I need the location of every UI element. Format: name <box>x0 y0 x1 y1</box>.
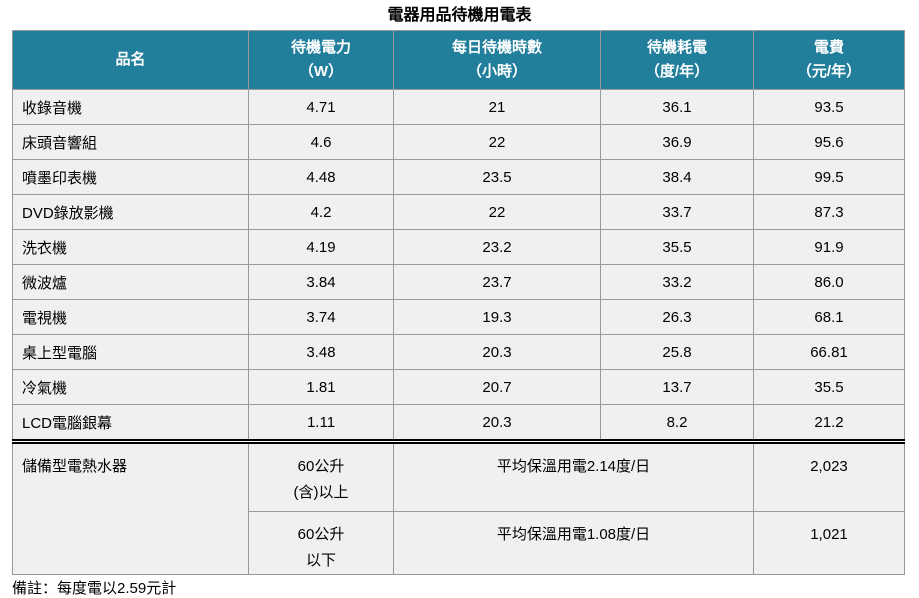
header-title: 每日待機時數 <box>451 39 542 56</box>
page-title: 電器用品待機用電表 <box>387 7 532 24</box>
header-unit: （度/年） <box>644 63 710 80</box>
product-name-cell: 洗衣機 <box>12 229 249 265</box>
daily-hours-cell: 23.2 <box>393 229 601 265</box>
header-row: 品名 待機電力 （W） 每日待機時數 （小時） 待機耗電 （度/年） 電費 （元… <box>12 30 905 90</box>
daily-hours-cell: 23.5 <box>393 159 601 195</box>
product-name-cell: DVD錄放影機 <box>12 194 249 230</box>
standby-power-table: 品名 待機電力 （W） 每日待機時數 （小時） 待機耗電 （度/年） 電費 （元… <box>12 30 905 575</box>
table-row: 電視機 3.74 19.3 26.3 68.1 <box>12 299 905 335</box>
cost-cell: 99.5 <box>753 159 905 195</box>
cost-cell: 21.2 <box>753 404 905 442</box>
cost-cell: 35.5 <box>753 369 905 405</box>
standby-power-cell: 1.11 <box>248 404 394 442</box>
average-usage-cell: 平均保溫用電2.14度/日 <box>393 439 754 512</box>
consumption-cell: 26.3 <box>600 299 754 335</box>
capacity-line: 60公升 <box>297 526 345 543</box>
cost-cell: 86.0 <box>753 264 905 300</box>
capacity-line: 以下 <box>305 552 336 569</box>
product-name-cell: 冷氣機 <box>12 369 249 405</box>
consumption-cell: 25.8 <box>600 334 754 370</box>
standby-power-cell: 4.71 <box>248 89 394 125</box>
cost-cell: 87.3 <box>753 194 905 230</box>
table-header: 品名 待機電力 （W） 每日待機時數 （小時） 待機耗電 （度/年） 電費 （元… <box>12 30 905 90</box>
daily-hours-cell: 20.3 <box>393 334 601 370</box>
daily-hours-cell: 22 <box>393 124 601 160</box>
header-product-name: 品名 <box>12 30 249 90</box>
product-name-cell: 床頭音響組 <box>12 124 249 160</box>
standby-power-cell: 1.81 <box>248 369 394 405</box>
product-name-cell: LCD電腦銀幕 <box>12 404 249 442</box>
cost-cell: 66.81 <box>753 334 905 370</box>
consumption-cell: 33.7 <box>600 194 754 230</box>
daily-hours-cell: 19.3 <box>393 299 601 335</box>
cost-cell: 91.9 <box>753 229 905 265</box>
daily-hours-cell: 21 <box>393 89 601 125</box>
consumption-cell: 36.9 <box>600 124 754 160</box>
capacity-line: (含)以上 <box>293 484 349 501</box>
table-row: 桌上型電腦 3.48 20.3 25.8 66.81 <box>12 334 905 370</box>
standby-power-cell: 4.48 <box>248 159 394 195</box>
consumption-cell: 13.7 <box>600 369 754 405</box>
daily-hours-cell: 23.7 <box>393 264 601 300</box>
cost-cell: 2,023 <box>753 439 905 512</box>
table-row: 床頭音響組 4.6 22 36.9 95.6 <box>12 124 905 160</box>
product-name-cell: 收錄音機 <box>12 89 249 125</box>
water-heater-row: 儲備型電熱水器 60公升 (含)以上 平均保溫用電2.14度/日 2,023 <box>12 439 905 575</box>
standby-power-cell: 4.19 <box>248 229 394 265</box>
table-row: 噴墨印表機 4.48 23.5 38.4 99.5 <box>12 159 905 195</box>
footnote: 備註：每度電以2.59元計 <box>12 580 177 597</box>
product-name-cell: 儲備型電熱水器 <box>12 439 249 575</box>
water-heater-row: 60公升 以下 平均保溫用電1.08度/日 1,021 <box>13 511 905 575</box>
table-row: 收錄音機 4.71 21 36.1 93.5 <box>12 89 905 125</box>
header-title: 待機耗電 <box>646 39 707 56</box>
header-title: 品名 <box>115 51 146 68</box>
product-name-cell: 噴墨印表機 <box>12 159 249 195</box>
standby-power-cell: 3.74 <box>248 299 394 335</box>
product-name-cell: 微波爐 <box>12 264 249 300</box>
cost-cell: 95.6 <box>753 124 905 160</box>
header-title: 電費 <box>813 39 844 56</box>
header-standby-power: 待機電力 （W） <box>248 30 394 90</box>
consumption-cell: 36.1 <box>600 89 754 125</box>
table-row: LCD電腦銀幕 1.11 20.3 8.2 21.2 <box>12 404 905 442</box>
cost-cell: 1,021 <box>753 511 905 575</box>
consumption-cell: 35.5 <box>600 229 754 265</box>
capacity-cell: 60公升 (含)以上 <box>248 439 394 512</box>
table-row: 微波爐 3.84 23.7 33.2 86.0 <box>12 264 905 300</box>
table-row: 冷氣機 1.81 20.7 13.7 35.5 <box>12 369 905 405</box>
daily-hours-cell: 20.7 <box>393 369 601 405</box>
header-electricity-cost: 電費 （元/年） <box>753 30 905 90</box>
table-row: 洗衣機 4.19 23.2 35.5 91.9 <box>12 229 905 265</box>
table-body: 收錄音機 4.71 21 36.1 93.5 床頭音響組 4.6 22 36.9… <box>12 89 905 575</box>
header-standby-consumption: 待機耗電 （度/年） <box>600 30 754 90</box>
capacity-line: 60公升 <box>297 458 345 475</box>
table-row: DVD錄放影機 4.2 22 33.7 87.3 <box>12 194 905 230</box>
capacity-cell: 60公升 以下 <box>248 511 394 575</box>
standby-power-cell: 3.48 <box>248 334 394 370</box>
product-name-cell: 電視機 <box>12 299 249 335</box>
standby-power-cell: 4.6 <box>248 124 394 160</box>
daily-hours-cell: 20.3 <box>393 404 601 442</box>
standby-power-cell: 3.84 <box>248 264 394 300</box>
consumption-cell: 8.2 <box>600 404 754 442</box>
header-unit: （W） <box>298 63 344 80</box>
header-unit: （元/年） <box>796 63 862 80</box>
standby-power-cell: 4.2 <box>248 194 394 230</box>
cost-cell: 93.5 <box>753 89 905 125</box>
cost-cell: 68.1 <box>753 299 905 335</box>
average-usage-cell: 平均保溫用電1.08度/日 <box>393 511 754 575</box>
consumption-cell: 38.4 <box>600 159 754 195</box>
header-daily-standby-hours: 每日待機時數 （小時） <box>393 30 601 90</box>
consumption-cell: 33.2 <box>600 264 754 300</box>
header-title: 待機電力 <box>290 39 351 56</box>
product-name-cell: 桌上型電腦 <box>12 334 249 370</box>
daily-hours-cell: 22 <box>393 194 601 230</box>
header-unit: （小時） <box>466 63 527 80</box>
